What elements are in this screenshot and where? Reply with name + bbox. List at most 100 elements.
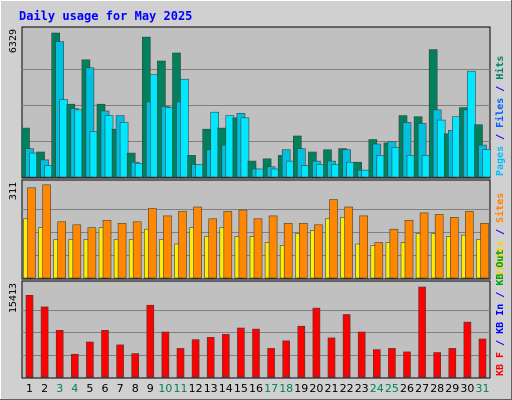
day-axis-labels: 1 2 3 4 5 6 7 8 9 10 11 12 13 14 15 16 17 18 19 20 21 22 23 24 2…	[26, 382, 490, 395]
bar-sites-day-11	[178, 211, 187, 279]
bar-sites-day-17	[268, 215, 278, 279]
day-label-19: 19	[294, 382, 308, 395]
bar-pages-day-16	[255, 168, 265, 178]
bar-kb-f-day-29	[448, 348, 457, 378]
chart-title: Daily usage for May 2025	[19, 9, 192, 23]
day-label-4: 4	[71, 382, 78, 395]
bar-sites-day-22	[344, 206, 353, 279]
bar-kb-f-day-12	[191, 339, 200, 378]
bar-pages-day-29	[451, 116, 461, 178]
legend-entry: KB Out	[495, 250, 506, 286]
day-label-14: 14	[219, 382, 233, 395]
day-label-11: 11	[174, 382, 188, 395]
bar-kb-f-day-9	[146, 304, 155, 378]
bar-sites-day-13	[208, 218, 217, 279]
bar-sites-day-16	[253, 218, 263, 279]
bar-sites-day-26	[404, 220, 414, 279]
day-label-27: 27	[415, 382, 429, 395]
bar-sites-day-18	[283, 223, 293, 279]
day-label-24: 24	[370, 382, 384, 395]
bar-sites-day-28	[434, 214, 444, 279]
bar-sites-day-14	[223, 211, 233, 279]
bar-kb-f-day-4	[71, 353, 79, 378]
day-label-30: 30	[460, 382, 474, 395]
bar-kb-f-day-11	[176, 348, 185, 378]
day-label-31: 31	[476, 382, 490, 395]
legend-entry: /	[495, 286, 506, 304]
day-label-2: 2	[41, 382, 48, 395]
bar-sites-day-7	[117, 223, 127, 279]
bar-sites-day-27	[419, 212, 429, 279]
panel-middle-max-label: 311	[8, 182, 19, 200]
panel-top: 6329 Pages / Files / Hits	[8, 26, 506, 179]
bar-pages-day-25	[391, 147, 401, 178]
bar-pages-day-31	[482, 149, 491, 178]
legend-entry: /	[495, 223, 506, 241]
bar-kb-f-day-18	[282, 340, 291, 378]
day-label-9: 9	[147, 382, 154, 395]
bar-kb-f-day-15	[237, 327, 245, 378]
bar-pages-day-26	[406, 155, 416, 178]
day-label-18: 18	[279, 382, 293, 395]
bar-kb-f-day-1	[25, 294, 34, 378]
day-label-17: 17	[264, 382, 278, 395]
bar-pages-day-7	[119, 122, 129, 178]
bar-sites-day-29	[449, 217, 459, 279]
day-label-5: 5	[86, 382, 93, 395]
day-label-8: 8	[132, 382, 139, 395]
bar-pages-day-27	[421, 155, 431, 178]
day-label-12: 12	[189, 382, 203, 395]
day-label-20: 20	[309, 382, 323, 395]
bar-pages-day-22	[346, 161, 355, 178]
day-label-15: 15	[234, 382, 248, 395]
bar-sites-day-9	[148, 208, 157, 279]
bar-sites-day-24	[374, 242, 384, 279]
bar-kb-f-day-3	[55, 329, 64, 378]
day-label-25: 25	[385, 382, 399, 395]
panel-bottom-max-label: 15413	[8, 283, 19, 313]
panel-middle: 311 Visits / Sites	[8, 179, 506, 280]
bar-pages-day-8	[134, 163, 144, 178]
bar-sites-day-15	[238, 209, 248, 279]
day-label-26: 26	[400, 382, 414, 395]
day-label-6: 6	[102, 382, 109, 395]
bar-sites-day-10	[163, 215, 172, 279]
bar-sites-day-6	[102, 220, 112, 279]
bar-pages-day-15	[240, 117, 250, 178]
bar-sites-day-12	[193, 206, 202, 279]
bar-kb-f-day-10	[161, 331, 170, 378]
bar-kb-f-day-6	[101, 329, 109, 378]
bar-sites-day-5	[87, 227, 97, 279]
bar-kb-f-day-13	[206, 336, 215, 378]
panel-top-series-legend: Pages / Files / Hits	[494, 56, 506, 176]
bar-kb-f-day-2	[40, 306, 49, 378]
bar-kb-f-day-28	[433, 352, 442, 378]
bar-kb-f-day-31	[478, 338, 487, 378]
bar-sites-day-30	[465, 211, 474, 279]
panel-bottom: 15413 KB F / KB In / KB Out	[8, 250, 506, 379]
day-label-23: 23	[355, 382, 369, 395]
legend-entry: Visits	[494, 241, 506, 277]
bar-kb-f-day-25	[388, 348, 396, 378]
bar-sites-day-21	[329, 199, 338, 279]
bar-kb-f-day-8	[131, 353, 139, 378]
bar-pages-day-11	[180, 78, 189, 178]
day-label-22: 22	[340, 382, 354, 395]
legend-entry: Files	[494, 98, 506, 128]
bar-sites-day-25	[389, 228, 399, 279]
day-label-3: 3	[56, 382, 63, 395]
day-label-16: 16	[249, 382, 263, 395]
bar-kb-f-day-16	[252, 328, 260, 378]
bar-kb-f-day-17	[267, 348, 275, 378]
day-label-21: 21	[325, 382, 339, 395]
bar-kb-f-day-23	[357, 331, 366, 378]
bar-sites-day-3	[57, 221, 67, 279]
bar-kb-f-day-5	[86, 341, 94, 378]
bar-kb-f-day-26	[403, 351, 411, 378]
bar-kb-f-day-27	[418, 286, 426, 378]
day-label-13: 13	[204, 382, 218, 395]
legend-entry: KB In	[495, 304, 506, 334]
day-label-10: 10	[158, 382, 172, 395]
